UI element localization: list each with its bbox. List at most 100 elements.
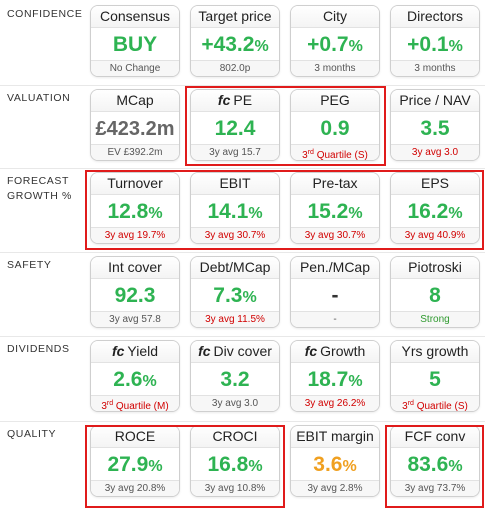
metric-title-text: Piotroski [408, 259, 462, 275]
metric-footer: No Change [91, 60, 179, 76]
metric-footer: EV £392.2m [91, 144, 179, 160]
metric-footer-text: - [333, 314, 337, 325]
metric-value-number: BUY [112, 33, 158, 56]
metric-value: 27.9% [91, 448, 179, 482]
metric-title: Turnover [91, 173, 179, 195]
metric-tile-fc-div-cover[interactable]: fc Div cover 3.2 3y avg 3.0 [190, 340, 280, 412]
metric-tile-peg[interactable]: PEG 0.9 3rd Quartile (S) [290, 89, 380, 161]
metric-value-number: 16.8 [207, 453, 249, 476]
row-divider [0, 252, 485, 253]
metric-title: EBIT [191, 173, 279, 195]
metric-title-text: Turnover [107, 175, 163, 191]
metric-footer-rest: Quartile (S) [413, 401, 468, 412]
metric-tile-directors[interactable]: Directors +0.1% 3 months [390, 5, 480, 77]
metric-tile-eps[interactable]: EPS 16.2% 3y avg 40.9% [390, 172, 480, 244]
metric-title: City [291, 6, 379, 28]
metric-footer-text: 3y avg 30.7% [204, 230, 266, 241]
metric-tile-price-nav[interactable]: Price / NAV 3.5 3y avg 3.0 [390, 89, 480, 161]
metric-tile-fc-yield[interactable]: fc Yield 2.6% 3rd Quartile (M) [90, 340, 180, 412]
metric-value: 0.9 [291, 112, 379, 146]
metric-footer: 3y avg 19.7% [91, 227, 179, 243]
metric-footer-rest: Quartile (S) [313, 150, 368, 161]
metric-footer: 3 months [291, 60, 379, 76]
metric-unit: % [242, 289, 257, 306]
metric-tile-pre-tax[interactable]: Pre-tax 15.2% 3y avg 30.7% [290, 172, 380, 244]
metric-tile-debt-mcap[interactable]: Debt/MCap 7.3% 3y avg 11.5% [190, 256, 280, 328]
metric-title-text: Debt/MCap [199, 259, 271, 275]
metric-value-number: 83.6 [407, 453, 449, 476]
metric-value: 12.4 [191, 112, 279, 146]
metric-title-text: ROCE [114, 428, 156, 444]
metric-footer: 3y avg 30.7% [191, 227, 279, 243]
metric-footer-text: 3y avg 73.7% [404, 483, 466, 494]
metric-tile-mcap[interactable]: MCap £423.2m EV £392.2m [90, 89, 180, 161]
metric-title: Int cover [91, 257, 179, 279]
metric-title-text: Growth [320, 343, 366, 359]
metric-title: fc Growth [291, 341, 379, 363]
metric-value: 3.2 [191, 363, 279, 397]
ordinal-suffix: rd [307, 149, 314, 156]
metric-unit: % [342, 458, 357, 475]
ordinal-suffix: rd [407, 400, 414, 407]
metric-tile-fcf-conv[interactable]: FCF conv 83.6% 3y avg 73.7% [390, 425, 480, 497]
metric-tile-pen-mcap[interactable]: Pen./MCap - - [290, 256, 380, 328]
metric-tile-croci[interactable]: CROCI 16.8% 3y avg 10.8% [190, 425, 280, 497]
metric-footer: 3y avg 57.8 [91, 311, 179, 327]
metric-footer-text: 3y avg 10.8% [204, 483, 266, 494]
metric-tile-piotroski[interactable]: Piotroski 8 Strong [390, 256, 480, 328]
metric-footer: 3y avg 26.2% [291, 395, 379, 411]
metric-footer: 3y avg 2.8% [291, 480, 379, 496]
metric-footer: 3y avg 10.8% [191, 480, 279, 496]
metric-tile-turnover[interactable]: Turnover 12.8% 3y avg 19.7% [90, 172, 180, 244]
row-label-dividends: DIVIDENDS [7, 343, 70, 355]
metric-tile-roce[interactable]: ROCE 27.9% 3y avg 20.8% [90, 425, 180, 497]
metric-unit: % [142, 373, 157, 390]
row-divider [0, 85, 485, 86]
metric-tile-city[interactable]: City +0.7% 3 months [290, 5, 380, 77]
metric-footer: - [291, 311, 379, 327]
metric-tile-ebit[interactable]: EBIT 14.1% 3y avg 30.7% [190, 172, 280, 244]
metric-tile-yrs-growth[interactable]: Yrs growth 5 3rd Quartile (S) [390, 340, 480, 412]
metric-value-number: 18.7 [307, 368, 349, 391]
metric-tile-target-price[interactable]: Target price +43.2% 802.0p [190, 5, 280, 77]
metric-tile-fc-pe[interactable]: fc PE 12.4 3y avg 15.7 [190, 89, 280, 161]
metric-title: fc Div cover [191, 341, 279, 363]
metric-title-text: EBIT margin [296, 428, 374, 444]
metric-title-text: Target price [198, 8, 272, 24]
metric-footer-text: 3y avg 19.7% [104, 230, 166, 241]
metric-value: 14.1% [191, 195, 279, 229]
metric-value-number: 7.3 [213, 284, 243, 307]
metric-footer-text: 3 months [414, 63, 456, 74]
metric-footer-text: Strong [420, 314, 450, 325]
metric-value: £423.2m [91, 112, 179, 146]
metric-value: 15.2% [291, 195, 379, 229]
metric-value: 5 [391, 363, 479, 397]
metric-title: EPS [391, 173, 479, 195]
metric-value-number: £423.2m [95, 118, 175, 140]
metric-title-text: Yield [127, 343, 159, 359]
row-divider [0, 336, 485, 337]
metric-value: 83.6% [391, 448, 479, 482]
metric-title-text: Yrs growth [401, 343, 469, 359]
metric-footer: 3rd Quartile (S) [291, 144, 379, 160]
row-label-confidence: CONFIDENCE [7, 8, 83, 20]
metric-value: +0.7% [291, 28, 379, 62]
forecast-prefix: fc [217, 92, 231, 108]
metric-value-number: 12.8 [107, 200, 149, 223]
metric-title: PEG [291, 90, 379, 112]
metric-tile-consensus[interactable]: Consensus BUY No Change [90, 5, 180, 77]
metric-footer-rest: Quartile (M) [113, 401, 169, 412]
metric-value: 7.3% [191, 279, 279, 313]
metric-title: fc PE [191, 90, 279, 112]
metric-title-text: PE [233, 92, 253, 108]
row-label-forecast-growth: FORECAST GROWTH % [7, 175, 72, 202]
metric-tile-fc-growth[interactable]: fc Growth 18.7% 3y avg 26.2% [290, 340, 380, 412]
metric-value: +43.2% [191, 28, 279, 62]
metric-tile-int-cover[interactable]: Int cover 92.3 3y avg 57.8 [90, 256, 180, 328]
metric-unit: % [248, 205, 263, 222]
metric-value: - [291, 279, 379, 313]
metric-title: Directors [391, 6, 479, 28]
forecast-prefix: fc [111, 343, 125, 359]
row-label-safety: SAFETY [7, 259, 52, 271]
metric-tile-ebit-margin[interactable]: EBIT margin 3.6% 3y avg 2.8% [290, 425, 380, 497]
